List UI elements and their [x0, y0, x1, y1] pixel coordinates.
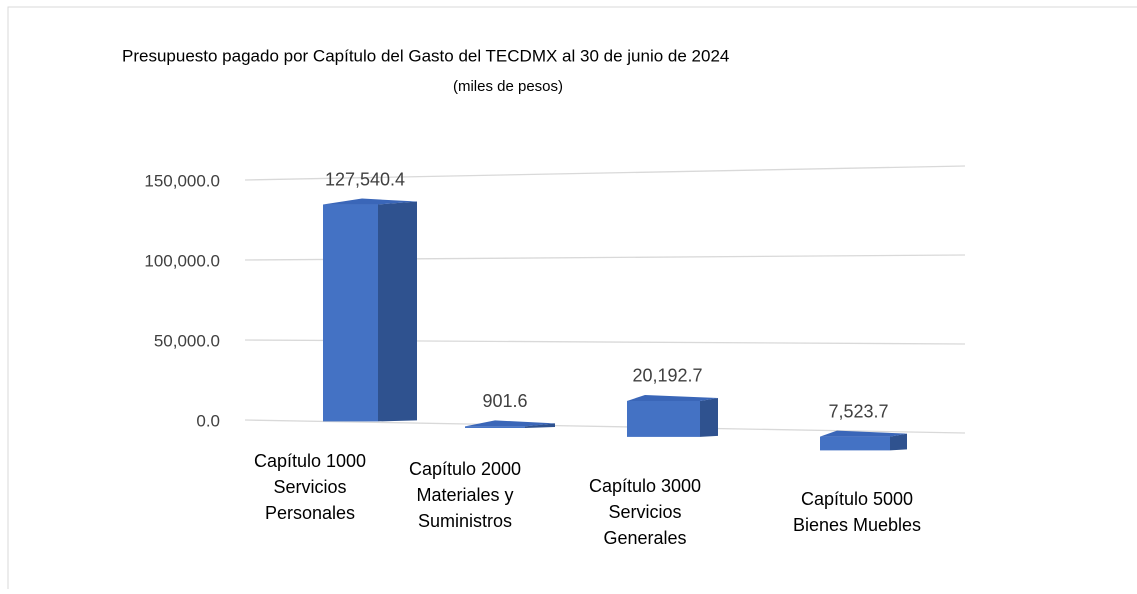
bar-side [525, 423, 555, 428]
bar-side [700, 397, 718, 437]
x-tick-label: Capítulo 3000 [589, 476, 701, 496]
y-tick-label: 100,000.0 [144, 251, 220, 270]
bar-side [378, 201, 417, 422]
x-tick-label: Personales [265, 503, 355, 523]
bar-top [820, 430, 907, 437]
y-tick-label: 0.0 [196, 411, 220, 430]
frame [7, 6, 1137, 589]
y-tick-label: 150,000.0 [144, 171, 220, 190]
y-tick-label: 50,000.0 [154, 331, 220, 350]
bar [323, 204, 378, 422]
bar-top [323, 198, 417, 205]
x-tick-label: Servicios [273, 477, 346, 497]
value-label: 20,192.7 [632, 366, 702, 386]
bar-top [627, 394, 718, 401]
grid-line [244, 419, 966, 434]
value-label: 7,523.7 [828, 401, 888, 421]
x-tick-label: Capítulo 1000 [254, 451, 366, 471]
bar-top [465, 420, 555, 427]
bar [465, 426, 525, 428]
x-tick-label: Servicios [608, 502, 681, 522]
chart-title: Presupuesto pagado por Capítulo del Gast… [122, 46, 729, 65]
bar [627, 400, 700, 437]
x-tick-label: Capítulo 2000 [409, 459, 521, 479]
x-tick-label: Capítulo 5000 [801, 489, 913, 509]
value-label: 901.6 [482, 391, 527, 411]
x-tick-label: Generales [603, 528, 686, 548]
bar-side [890, 433, 907, 451]
x-tick-label: Suministros [418, 511, 512, 531]
bar [820, 436, 890, 451]
value-label: 127,540.4 [325, 169, 405, 189]
x-tick-label: Materiales y [416, 485, 513, 505]
grid-line [244, 165, 966, 181]
x-tick-label: Bienes Muebles [793, 515, 921, 535]
chart-subtitle: (miles de pesos) [453, 78, 563, 95]
